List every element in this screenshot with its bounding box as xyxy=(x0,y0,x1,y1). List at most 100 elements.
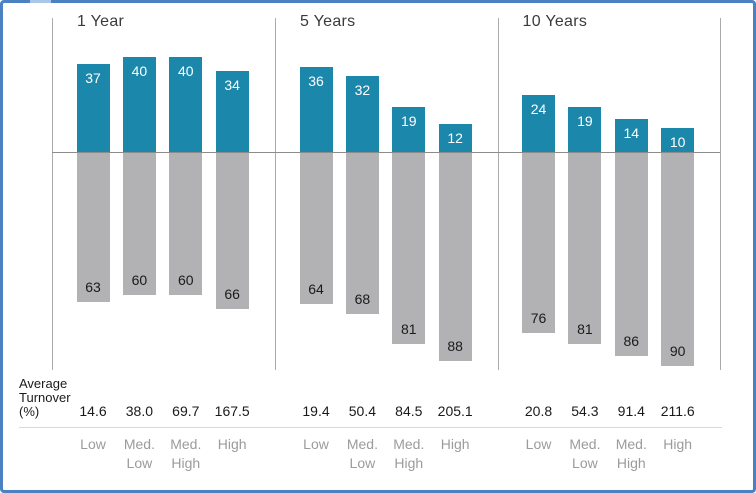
positive-bar-value: 24 xyxy=(530,101,547,117)
category-label-line: Med. xyxy=(123,436,155,452)
category-label: Med. Low xyxy=(109,435,169,473)
turnover-value: 84.5 xyxy=(395,403,423,419)
turnover-value: 91.4 xyxy=(617,403,645,419)
positive-bar: 40 xyxy=(169,57,203,152)
negative-bar: 86 xyxy=(614,152,648,357)
negative-bar-value: 90 xyxy=(669,342,686,359)
positive-bar-value: 14 xyxy=(623,124,640,141)
axis-line xyxy=(52,18,53,370)
zero-baseline xyxy=(52,152,720,153)
avg-turnover-label-line: Turnover xyxy=(19,390,71,405)
positive-bar-value: 40 xyxy=(131,63,148,79)
category-label-line: Low xyxy=(572,455,598,471)
category-label: Low xyxy=(509,435,569,454)
negative-bar: 60 xyxy=(122,152,156,295)
positive-bar: 40 xyxy=(122,57,156,152)
negative-bar-value: 88 xyxy=(447,338,463,354)
positive-bar-value: 19 xyxy=(577,112,593,129)
negative-bar: 63 xyxy=(76,152,110,302)
turnover-value: 19.4 xyxy=(302,403,330,419)
turnover-value: 38.0 xyxy=(125,403,154,419)
category-label-line: Med. xyxy=(569,436,601,452)
negative-bar: 68 xyxy=(345,152,379,314)
positive-bar: 19 xyxy=(392,106,426,152)
turnover-value: 50.4 xyxy=(348,403,377,419)
category-label-line: Low xyxy=(126,455,153,471)
negative-bar-value: 60 xyxy=(131,271,148,288)
positive-bar: 37 xyxy=(76,64,110,152)
negative-bar-value: 68 xyxy=(354,290,371,307)
category-label-line: High xyxy=(440,436,470,452)
negative-bar: 90 xyxy=(661,152,695,366)
axis-line xyxy=(497,18,499,370)
category-label: Med. High xyxy=(379,435,439,473)
category-label-line: High xyxy=(217,436,247,452)
turnover-value: 54.3 xyxy=(571,403,599,419)
category-label-line: High xyxy=(394,455,424,471)
negative-bar-value: 86 xyxy=(623,333,640,350)
positive-bar: 12 xyxy=(438,123,472,152)
category-label-line: High xyxy=(663,436,693,452)
group-title: 5 Years xyxy=(300,13,356,30)
positive-bar: 32 xyxy=(345,76,379,152)
positive-bar-value: 10 xyxy=(669,134,686,151)
category-label-line: Med. xyxy=(346,436,378,452)
category-label-line: High xyxy=(616,455,646,471)
positive-bar-value: 34 xyxy=(224,77,240,94)
category-label: High xyxy=(202,435,262,454)
negative-bar-value: 60 xyxy=(178,271,194,288)
turnover-value: 69.7 xyxy=(172,403,200,419)
turnover-value: 167.5 xyxy=(214,403,250,419)
avg-turnover-label: Average Turnover (%) xyxy=(19,377,71,419)
positive-bar-value: 32 xyxy=(354,82,371,98)
separator-line xyxy=(19,427,722,428)
negative-bar: 88 xyxy=(438,152,472,361)
negative-bar-value: 76 xyxy=(530,309,547,326)
positive-bar-value: 37 xyxy=(85,70,101,87)
negative-bar-value: 64 xyxy=(308,281,324,297)
category-label-line: Med. xyxy=(393,436,425,452)
frame-highlight xyxy=(30,0,51,3)
category-label-line: High xyxy=(171,455,201,471)
negative-bar-value: 66 xyxy=(224,285,240,302)
category-label: Med. Low xyxy=(555,435,615,473)
positive-bar-value: 19 xyxy=(401,112,417,129)
negative-bar-value: 81 xyxy=(401,321,417,338)
positive-bar-value: 40 xyxy=(178,63,194,79)
avg-turnover-label-line: (%) xyxy=(19,404,40,419)
turnover-value: 205.1 xyxy=(437,403,473,419)
turnover-value: 14.6 xyxy=(79,403,107,419)
category-label-line: Low xyxy=(525,436,552,452)
axis-line xyxy=(275,18,276,370)
positive-bar: 19 xyxy=(568,106,602,152)
avg-turnover-label-line: Average xyxy=(19,376,68,391)
negative-bar-value: 81 xyxy=(577,321,593,338)
positive-bar-value: 36 xyxy=(308,72,324,89)
category-label: Med. High xyxy=(601,435,661,473)
negative-bar: 60 xyxy=(169,152,203,295)
category-label: Med. High xyxy=(156,435,216,473)
positive-bar: 34 xyxy=(215,71,249,152)
category-label: Low xyxy=(63,435,123,454)
group-title: 1 Year xyxy=(77,13,125,30)
category-label-line: Med. xyxy=(170,436,202,452)
turnover-value: 211.6 xyxy=(660,403,695,419)
negative-bar: 64 xyxy=(299,152,333,304)
category-label: Med. Low xyxy=(332,435,392,473)
negative-bar: 81 xyxy=(392,152,426,345)
positive-bar: 10 xyxy=(661,128,695,152)
category-label-line: Med. xyxy=(615,436,647,452)
category-label-line: Low xyxy=(303,436,329,452)
positive-bar: 14 xyxy=(614,118,648,152)
positive-bar-value: 12 xyxy=(447,129,463,146)
negative-bar: 81 xyxy=(568,152,602,345)
positive-bar: 36 xyxy=(299,66,333,152)
axis-line xyxy=(719,18,721,370)
positive-bar: 24 xyxy=(522,95,555,152)
negative-bar: 66 xyxy=(215,152,249,309)
category-label: Low xyxy=(286,435,346,454)
category-label-line: Low xyxy=(80,436,106,452)
group-title: 10 Years xyxy=(522,13,588,30)
